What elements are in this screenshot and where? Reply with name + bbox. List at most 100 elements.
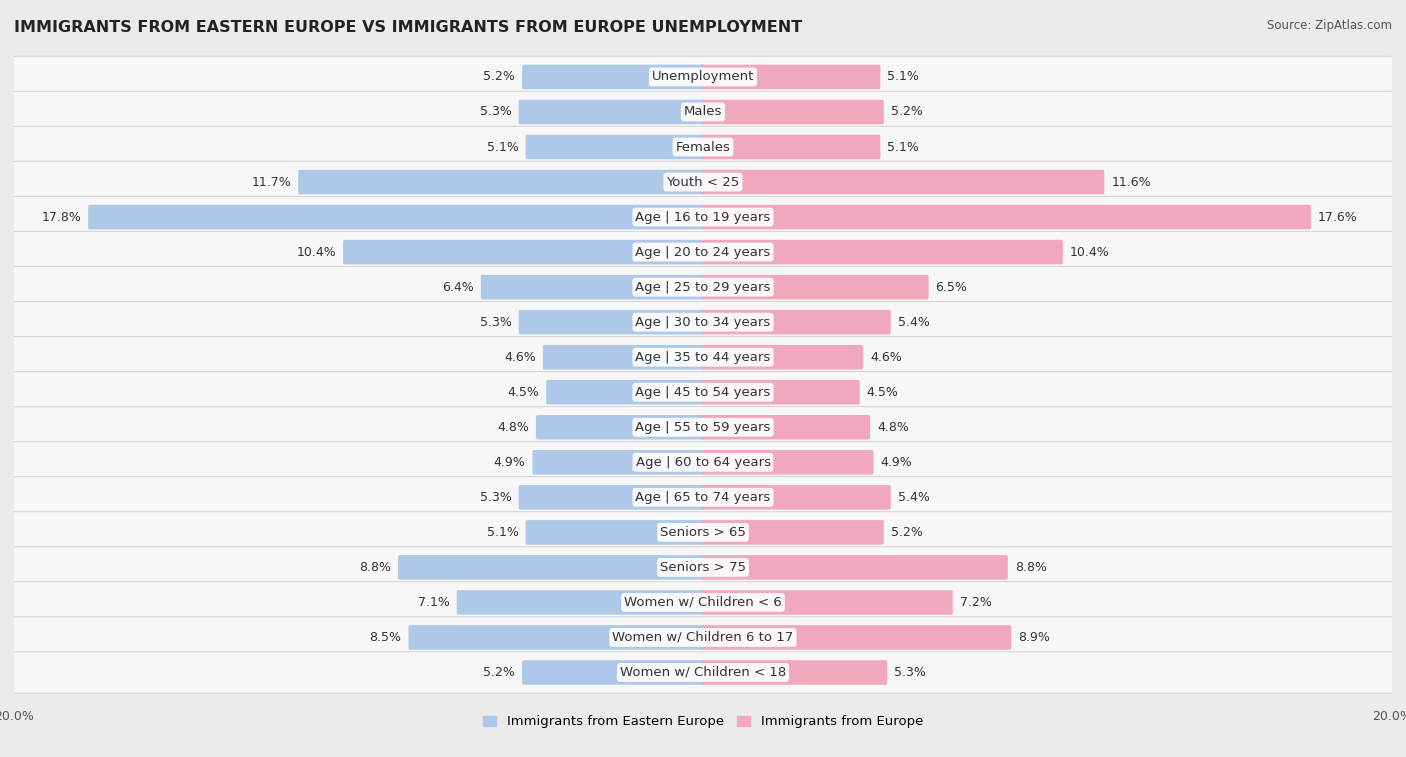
Text: Age | 16 to 19 years: Age | 16 to 19 years (636, 210, 770, 223)
FancyBboxPatch shape (702, 450, 873, 475)
Text: 4.5%: 4.5% (866, 386, 898, 399)
FancyBboxPatch shape (11, 266, 1395, 308)
FancyBboxPatch shape (702, 345, 863, 369)
FancyBboxPatch shape (702, 275, 928, 300)
FancyBboxPatch shape (702, 660, 887, 685)
FancyBboxPatch shape (533, 450, 704, 475)
FancyBboxPatch shape (519, 100, 704, 124)
Text: Age | 45 to 54 years: Age | 45 to 54 years (636, 386, 770, 399)
FancyBboxPatch shape (547, 380, 704, 404)
Text: 8.5%: 8.5% (370, 631, 402, 644)
FancyBboxPatch shape (89, 205, 704, 229)
FancyBboxPatch shape (702, 135, 880, 159)
FancyBboxPatch shape (702, 520, 884, 544)
Text: 5.2%: 5.2% (484, 70, 515, 83)
FancyBboxPatch shape (11, 512, 1395, 553)
FancyBboxPatch shape (11, 617, 1395, 658)
Text: 5.2%: 5.2% (891, 526, 922, 539)
Text: Age | 35 to 44 years: Age | 35 to 44 years (636, 350, 770, 363)
Text: 4.8%: 4.8% (498, 421, 529, 434)
FancyBboxPatch shape (11, 126, 1395, 168)
FancyBboxPatch shape (702, 240, 1063, 264)
FancyBboxPatch shape (702, 170, 1104, 195)
Text: Age | 55 to 59 years: Age | 55 to 59 years (636, 421, 770, 434)
Text: 11.7%: 11.7% (252, 176, 291, 188)
Text: 6.5%: 6.5% (935, 281, 967, 294)
Text: 5.3%: 5.3% (479, 491, 512, 504)
Text: 8.9%: 8.9% (1018, 631, 1050, 644)
FancyBboxPatch shape (11, 161, 1395, 203)
FancyBboxPatch shape (519, 310, 704, 335)
Text: 5.1%: 5.1% (887, 141, 920, 154)
FancyBboxPatch shape (11, 372, 1395, 413)
Text: 4.9%: 4.9% (880, 456, 912, 469)
FancyBboxPatch shape (11, 301, 1395, 343)
FancyBboxPatch shape (702, 415, 870, 440)
Text: 5.2%: 5.2% (891, 105, 922, 119)
Text: 11.6%: 11.6% (1111, 176, 1152, 188)
FancyBboxPatch shape (409, 625, 704, 650)
Text: 5.4%: 5.4% (897, 316, 929, 329)
Text: Women w/ Children 6 to 17: Women w/ Children 6 to 17 (613, 631, 793, 644)
FancyBboxPatch shape (522, 660, 704, 685)
FancyBboxPatch shape (11, 581, 1395, 623)
Text: 5.4%: 5.4% (897, 491, 929, 504)
FancyBboxPatch shape (526, 520, 704, 544)
Text: 4.8%: 4.8% (877, 421, 908, 434)
Text: 10.4%: 10.4% (1070, 245, 1109, 259)
FancyBboxPatch shape (11, 477, 1395, 518)
Text: 5.1%: 5.1% (887, 70, 920, 83)
Text: 6.4%: 6.4% (441, 281, 474, 294)
Text: 4.5%: 4.5% (508, 386, 540, 399)
Text: Age | 20 to 24 years: Age | 20 to 24 years (636, 245, 770, 259)
FancyBboxPatch shape (11, 652, 1395, 693)
Text: Women w/ Children < 6: Women w/ Children < 6 (624, 596, 782, 609)
FancyBboxPatch shape (519, 485, 704, 509)
FancyBboxPatch shape (522, 64, 704, 89)
Text: 5.3%: 5.3% (479, 105, 512, 119)
FancyBboxPatch shape (11, 407, 1395, 448)
Text: Males: Males (683, 105, 723, 119)
FancyBboxPatch shape (543, 345, 704, 369)
Text: 5.3%: 5.3% (894, 666, 927, 679)
Legend: Immigrants from Eastern Europe, Immigrants from Europe: Immigrants from Eastern Europe, Immigran… (478, 710, 928, 734)
Text: Age | 25 to 29 years: Age | 25 to 29 years (636, 281, 770, 294)
FancyBboxPatch shape (11, 441, 1395, 483)
FancyBboxPatch shape (702, 100, 884, 124)
FancyBboxPatch shape (11, 196, 1395, 238)
Text: 17.8%: 17.8% (41, 210, 82, 223)
FancyBboxPatch shape (11, 232, 1395, 273)
Text: Seniors > 75: Seniors > 75 (659, 561, 747, 574)
FancyBboxPatch shape (702, 64, 880, 89)
Text: IMMIGRANTS FROM EASTERN EUROPE VS IMMIGRANTS FROM EUROPE UNEMPLOYMENT: IMMIGRANTS FROM EASTERN EUROPE VS IMMIGR… (14, 20, 803, 35)
FancyBboxPatch shape (298, 170, 704, 195)
FancyBboxPatch shape (457, 590, 704, 615)
Text: 5.2%: 5.2% (484, 666, 515, 679)
Text: 5.1%: 5.1% (486, 141, 519, 154)
Text: 5.3%: 5.3% (479, 316, 512, 329)
FancyBboxPatch shape (702, 485, 891, 509)
FancyBboxPatch shape (702, 205, 1310, 229)
FancyBboxPatch shape (536, 415, 704, 440)
Text: 8.8%: 8.8% (360, 561, 391, 574)
Text: 8.8%: 8.8% (1015, 561, 1046, 574)
FancyBboxPatch shape (702, 380, 859, 404)
FancyBboxPatch shape (398, 555, 704, 580)
FancyBboxPatch shape (702, 590, 953, 615)
Text: Age | 30 to 34 years: Age | 30 to 34 years (636, 316, 770, 329)
Text: Age | 60 to 64 years: Age | 60 to 64 years (636, 456, 770, 469)
Text: Females: Females (675, 141, 731, 154)
FancyBboxPatch shape (11, 337, 1395, 378)
Text: Unemployment: Unemployment (652, 70, 754, 83)
FancyBboxPatch shape (481, 275, 704, 300)
FancyBboxPatch shape (702, 625, 1011, 650)
FancyBboxPatch shape (702, 555, 1008, 580)
Text: 7.1%: 7.1% (418, 596, 450, 609)
Text: 4.9%: 4.9% (494, 456, 526, 469)
Text: Age | 65 to 74 years: Age | 65 to 74 years (636, 491, 770, 504)
Text: Source: ZipAtlas.com: Source: ZipAtlas.com (1267, 19, 1392, 32)
FancyBboxPatch shape (11, 547, 1395, 588)
Text: Women w/ Children < 18: Women w/ Children < 18 (620, 666, 786, 679)
Text: Seniors > 65: Seniors > 65 (659, 526, 747, 539)
FancyBboxPatch shape (11, 56, 1395, 98)
